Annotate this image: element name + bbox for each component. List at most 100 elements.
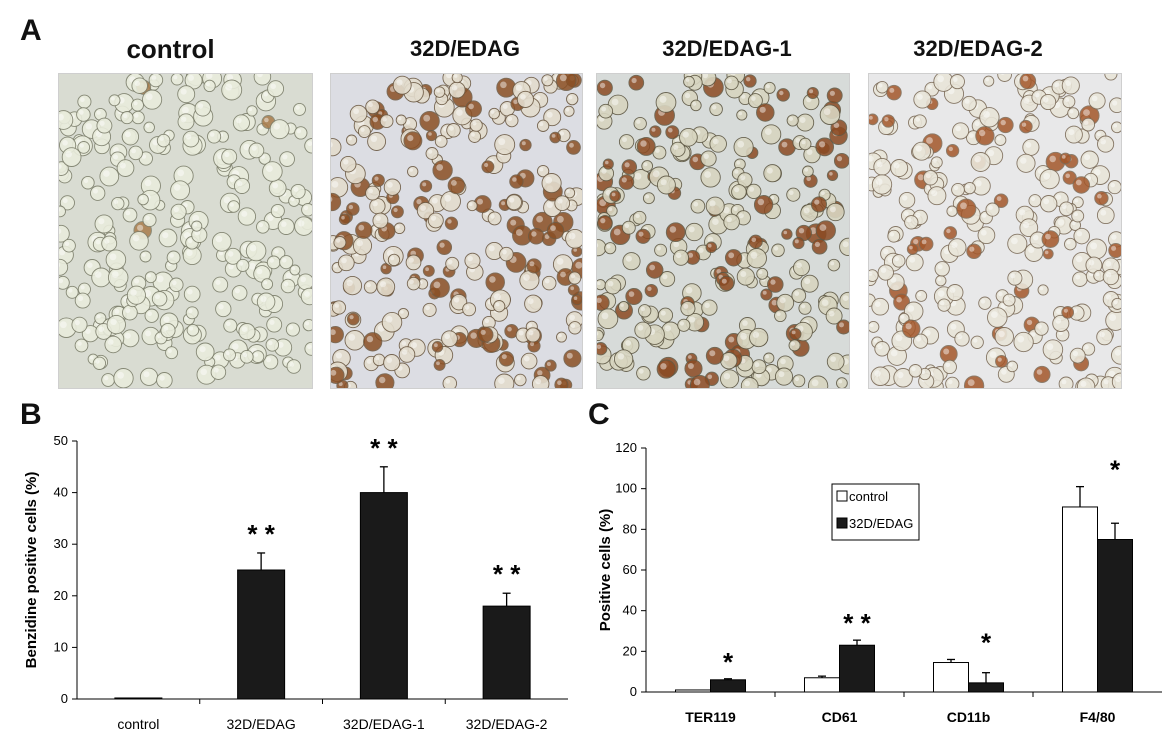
cell-highlight: [229, 202, 234, 207]
cell: [339, 155, 357, 173]
cell-highlight: [757, 198, 765, 206]
cell-highlight: [838, 379, 843, 384]
cell: [266, 316, 283, 333]
cell-highlight: [453, 74, 458, 78]
cell: [1013, 331, 1034, 353]
cell: [1111, 297, 1121, 310]
cell-highlight: [638, 368, 644, 374]
cell-highlight: [565, 108, 570, 112]
cell-highlight: [266, 165, 273, 172]
cell-highlight: [1061, 155, 1066, 159]
cell-highlight: [1011, 237, 1018, 245]
cell-highlight: [726, 216, 732, 223]
cell: [654, 243, 668, 257]
cell: [634, 321, 652, 339]
cell-highlight: [638, 231, 644, 237]
cell: [685, 222, 704, 242]
cell: [191, 220, 203, 232]
cell: [544, 359, 557, 372]
cell-highlight: [249, 244, 257, 252]
cell: [77, 94, 92, 109]
cell-highlight: [453, 297, 460, 303]
cell: [815, 137, 835, 157]
cell: [266, 255, 281, 270]
cell-highlight: [436, 164, 444, 171]
cell: [268, 179, 287, 197]
cell-highlight: [197, 103, 204, 109]
significance-mark: * *: [370, 433, 398, 463]
significance-mark: *: [1110, 455, 1121, 485]
cell-highlight: [147, 273, 151, 278]
cell-highlight: [597, 281, 601, 285]
cell: [655, 92, 677, 113]
cell: [519, 270, 540, 291]
cell: [571, 294, 582, 306]
cell: [680, 300, 696, 317]
cell: [776, 293, 795, 312]
cell: [1028, 194, 1042, 208]
cell: [1109, 97, 1121, 114]
cell-highlight: [232, 343, 239, 350]
cell-highlight: [307, 141, 312, 147]
cell-highlight: [298, 220, 305, 227]
cell-highlight: [625, 255, 632, 262]
cell-highlight: [110, 318, 117, 325]
cell-highlight: [636, 119, 641, 124]
cell-highlight: [875, 178, 883, 185]
cell-highlight: [780, 358, 786, 365]
cell: [875, 80, 889, 94]
cell: [618, 134, 635, 150]
cell-highlight: [601, 106, 607, 112]
cell-highlight: [869, 323, 874, 328]
cell: [342, 275, 363, 296]
cell-highlight: [396, 225, 400, 229]
cell: [156, 133, 171, 148]
legend: control 32D/EDAG: [831, 483, 920, 541]
cell: [128, 145, 143, 161]
cell-highlight: [59, 262, 61, 268]
cell-highlight: [900, 315, 905, 319]
cell: [1102, 268, 1120, 286]
cell: [786, 187, 801, 202]
cell-highlight: [927, 84, 933, 90]
cell: [101, 373, 115, 387]
cell-highlight: [806, 149, 813, 155]
cell-highlight: [943, 348, 950, 355]
cell-highlight: [568, 95, 573, 100]
cell: [621, 159, 638, 175]
cell-highlight: [911, 366, 916, 372]
cell-highlight: [880, 267, 887, 273]
cell-highlight: [991, 311, 998, 318]
cell: [397, 307, 409, 320]
cell-highlight: [682, 131, 689, 138]
cell: [792, 237, 805, 250]
cell-highlight: [163, 316, 170, 323]
cell: [1037, 284, 1049, 296]
cell: [1111, 121, 1121, 134]
cell-highlight: [766, 167, 773, 174]
cell: [300, 287, 312, 306]
cell: [912, 114, 927, 129]
cell: [825, 307, 843, 325]
cell-highlight: [516, 376, 521, 381]
cell-highlight: [272, 182, 279, 189]
cell-highlight: [472, 121, 477, 126]
cell-highlight: [1105, 294, 1112, 300]
cell: [942, 359, 957, 375]
cell: [874, 341, 890, 357]
cell: [839, 237, 849, 257]
cell: [381, 311, 403, 333]
cell-highlight: [643, 162, 648, 167]
cell-highlight: [877, 344, 883, 350]
cell-highlight: [193, 222, 197, 227]
cell: [494, 134, 516, 156]
cell-highlight: [521, 141, 526, 146]
cell-highlight: [676, 252, 682, 259]
cell-highlight: [1084, 120, 1089, 125]
cell-highlight: [829, 206, 836, 213]
cell: [94, 214, 114, 234]
cell-highlight: [611, 98, 619, 106]
cell: [170, 180, 191, 201]
cell: [76, 107, 91, 122]
cell: [760, 288, 773, 301]
